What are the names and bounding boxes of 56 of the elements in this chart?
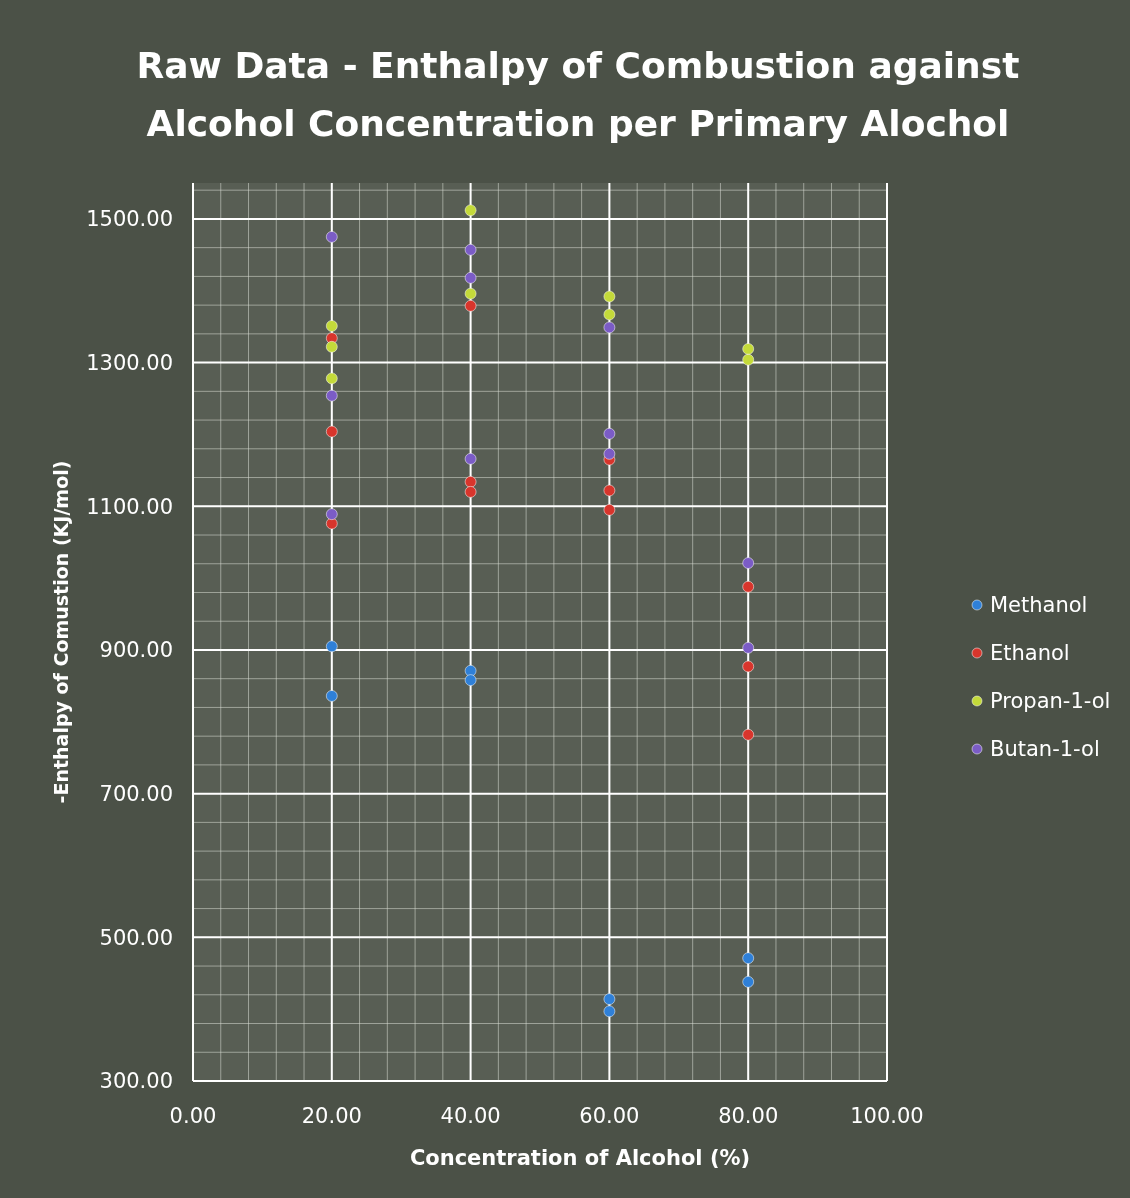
x-tick-label: 100.00 [850, 1104, 924, 1128]
x-axis-title: Concentration of Alcohol (%) [409, 1146, 751, 1170]
point [742, 557, 755, 570]
legend-label: Propan-1-ol [990, 689, 1111, 714]
point [325, 372, 338, 385]
point [742, 353, 755, 366]
y-tick-label: 900.00 [99, 638, 173, 663]
point [325, 425, 338, 438]
point [464, 299, 477, 312]
y-tick-label: 1500.00 [86, 207, 173, 232]
chart-title: Raw Data - Enthalpy of Combustion against Alcohol Concentration per Primary Alochol [136, 45, 1020, 144]
point [603, 484, 616, 497]
point [742, 342, 755, 355]
point [603, 993, 616, 1006]
x-tick-label: 60.00 [579, 1104, 640, 1128]
point [603, 1005, 616, 1018]
point [325, 340, 338, 353]
x-tick-label: 40.00 [440, 1104, 501, 1128]
point [325, 319, 338, 332]
point [742, 580, 755, 593]
y-tick-label: 300.00 [99, 1069, 173, 1094]
y-tick-label: 1100.00 [86, 494, 173, 519]
legend-label: Ethanol [990, 641, 1070, 666]
point [603, 447, 616, 460]
point [603, 321, 616, 334]
point [742, 952, 755, 965]
point [464, 674, 477, 687]
point [742, 641, 755, 654]
point [603, 290, 616, 303]
y-axis-title: -Enthalpy of Comustion (KJ/mol) [50, 460, 72, 804]
point [325, 230, 338, 243]
x-tick-label: 0.00 [169, 1104, 217, 1128]
point [464, 475, 477, 488]
point [464, 243, 477, 256]
point [464, 452, 477, 465]
point [603, 308, 616, 321]
point [464, 485, 477, 498]
point [325, 508, 338, 521]
point [464, 271, 477, 284]
point [325, 389, 338, 402]
legend-label: Methanol [990, 593, 1088, 618]
y-tick-label: 1300.00 [86, 350, 173, 375]
x-tick-label: 20.00 [301, 1104, 362, 1128]
point [603, 503, 616, 516]
x-tick-label: 80.00 [718, 1104, 779, 1128]
point [325, 640, 338, 653]
point [464, 204, 477, 217]
point [742, 975, 755, 988]
point [742, 660, 755, 673]
point [325, 689, 338, 702]
y-tick-label: 700.00 [99, 781, 173, 806]
y-tick-label: 500.00 [99, 925, 173, 950]
point [464, 287, 477, 300]
point [742, 728, 755, 741]
legend-label: Butan-1-ol [990, 737, 1100, 762]
point [603, 427, 616, 440]
